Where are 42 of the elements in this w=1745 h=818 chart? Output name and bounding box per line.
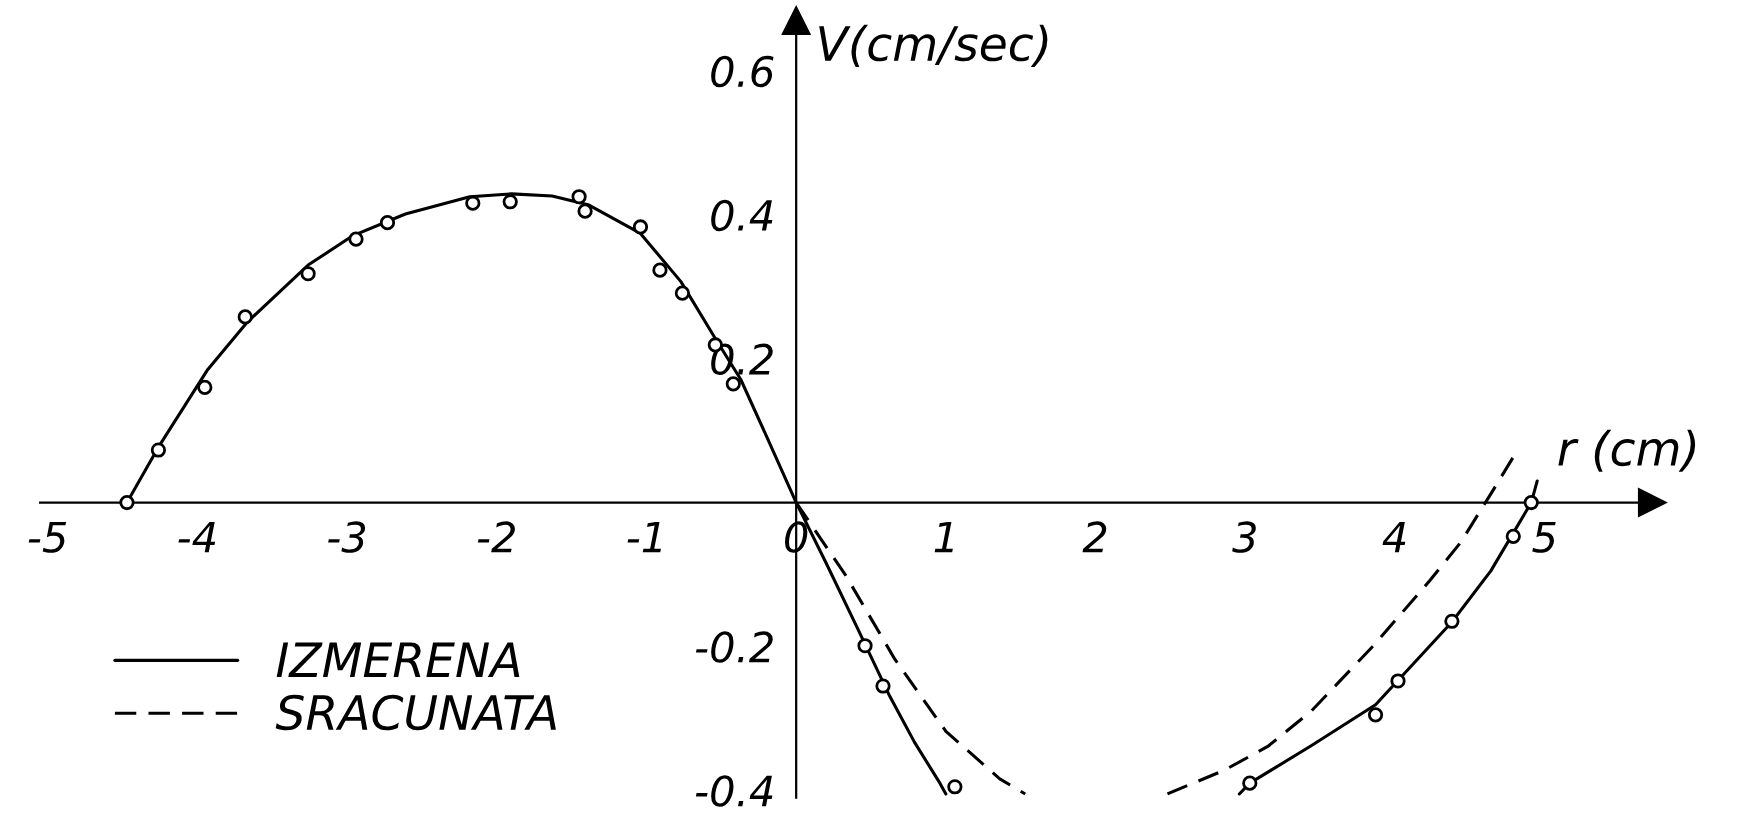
point (857, 638, 873, 654)
x-tick-label: 1 (934, 521, 953, 553)
x-tick-label: 4 (1382, 521, 1406, 553)
point (348, 231, 364, 247)
point (1242, 775, 1258, 791)
point (632, 219, 649, 235)
point (300, 266, 316, 282)
point (652, 262, 668, 278)
y-tick-label: 0.4 (711, 199, 773, 232)
x-tick-label: -4 (178, 521, 216, 553)
x-tick-label: 2 (1082, 521, 1107, 553)
point (465, 195, 481, 211)
point (725, 376, 741, 392)
x-tick-label: 3 (1232, 521, 1256, 553)
point (150, 442, 167, 458)
point (1444, 613, 1460, 629)
y-axis-title: V(cm/sec) (819, 24, 1048, 67)
y-tick-label: 0.6 (711, 55, 774, 88)
point (1367, 707, 1384, 723)
x-tick-label: -5 (28, 521, 67, 553)
y-tick-label: -0.2 (695, 631, 773, 663)
point (571, 189, 587, 205)
legend-label: IZMERENA (276, 642, 520, 677)
legend-label: SRACUNATA (275, 694, 556, 731)
point (577, 203, 593, 219)
y-tick-label: -0.4 (695, 775, 773, 807)
point (237, 309, 253, 325)
point (875, 678, 891, 694)
x-axis-title: r (cm) (1558, 429, 1696, 472)
x-tick-label: -3 (328, 521, 366, 553)
point (502, 194, 518, 210)
point (947, 779, 963, 795)
point (119, 494, 135, 511)
point (197, 379, 213, 396)
point (1505, 528, 1521, 544)
x-tick-label: -1 (627, 521, 661, 553)
x-tick-label: 5 (1532, 521, 1556, 553)
point (674, 285, 690, 301)
point (1523, 494, 1539, 511)
x-tick-label: -2 (477, 521, 515, 553)
point (379, 215, 396, 231)
point (1390, 673, 1406, 689)
